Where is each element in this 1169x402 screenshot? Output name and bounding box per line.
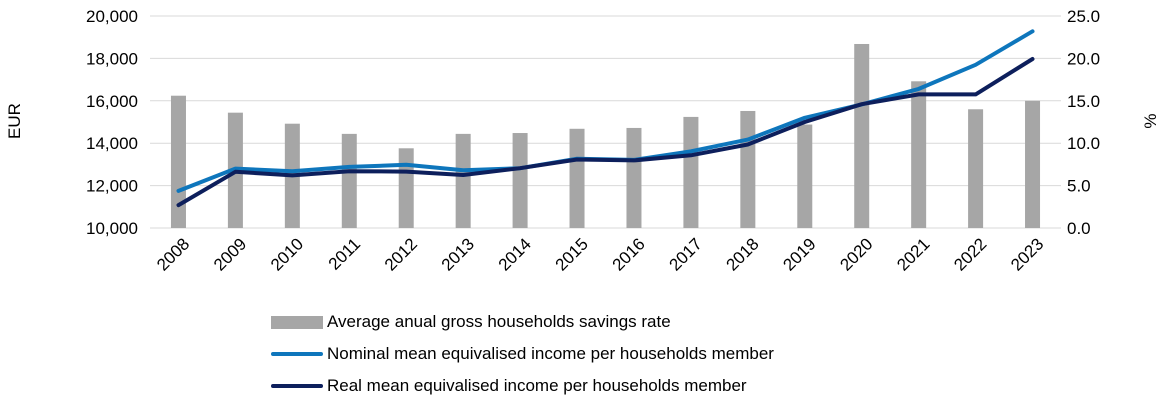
savings-rate-bar xyxy=(683,116,699,228)
savings-rate-bar xyxy=(797,124,813,228)
left-tick-label: 20,000 xyxy=(86,7,138,26)
left-tick-label: 12,000 xyxy=(86,177,138,196)
savings-rate-bar xyxy=(170,95,186,228)
right-axis-title: % xyxy=(1141,113,1160,128)
savings-rate-bar xyxy=(854,43,870,228)
x-axis-ticks: 2008 2009 2010 2011 2012 2013 2014 2015 2016 2017… xyxy=(153,234,1047,274)
savings-rate-bar xyxy=(569,128,585,228)
legend-label-nominal-income: Nominal mean equivalised income per hous… xyxy=(327,344,774,363)
savings-rate-bar xyxy=(1025,100,1041,228)
nominal-income-line xyxy=(176,29,1035,193)
right-tick-label: 0.0 xyxy=(1067,219,1091,238)
legend-item-nominal-income: Nominal mean equivalised income per hous… xyxy=(271,338,774,370)
right-tick-label: 5.0 xyxy=(1067,177,1091,196)
legend-line-swatch xyxy=(271,342,323,366)
right-tick-label: 25.0 xyxy=(1067,7,1100,26)
savings-rate-bar xyxy=(911,81,927,229)
x-tick-label: 2016 xyxy=(609,234,649,274)
x-tick-label: 2018 xyxy=(722,234,762,274)
legend-item-real-income: Real mean equivalised income per househo… xyxy=(271,370,774,402)
savings-rate-bar xyxy=(512,133,528,228)
legend-item-savings-rate: Average anual gross households savings r… xyxy=(271,306,774,338)
savings-rate-bar xyxy=(341,133,357,228)
right-axis-ticks: 0.0 5.0 10.0 15.0 20.0 25.0 xyxy=(1067,7,1100,238)
legend-line-swatch xyxy=(271,374,323,398)
legend-label-real-income: Real mean equivalised income per househo… xyxy=(327,376,747,395)
real-income-line xyxy=(176,57,1035,208)
right-tick-label: 15.0 xyxy=(1067,92,1100,111)
x-tick-label: 2020 xyxy=(836,234,876,274)
left-tick-label: 16,000 xyxy=(86,92,138,111)
x-tick-label: 2023 xyxy=(1007,234,1047,274)
left-tick-label: 14,000 xyxy=(86,134,138,153)
left-axis-title: EUR xyxy=(5,103,24,139)
left-tick-label: 18,000 xyxy=(86,49,138,68)
x-tick-label: 2011 xyxy=(325,234,364,273)
gridlines xyxy=(150,15,1061,229)
right-tick-label: 10.0 xyxy=(1067,134,1100,153)
savings-rate-bar xyxy=(455,133,471,228)
savings-rate-bar xyxy=(398,148,414,228)
right-tick-label: 20.0 xyxy=(1067,49,1100,68)
left-tick-label: 10,000 xyxy=(86,219,138,238)
combo-chart: 10,000 12,000 14,000 16,000 18,000 20,000 0.0… xyxy=(5,7,1160,275)
x-tick-label: 2021 xyxy=(893,234,933,274)
x-tick-label: 2008 xyxy=(153,234,193,274)
x-tick-label: 2009 xyxy=(210,234,250,274)
x-tick-label: 2022 xyxy=(950,234,990,274)
legend: Average anual gross households savings r… xyxy=(271,306,774,402)
x-tick-label: 2015 xyxy=(552,234,592,274)
savings-rate-bar xyxy=(740,110,756,228)
savings-rate-bar xyxy=(626,127,642,228)
legend-bar-swatch xyxy=(271,310,323,334)
legend-label-savings-rate: Average anual gross households savings r… xyxy=(327,312,671,331)
x-tick-label: 2013 xyxy=(438,234,478,274)
x-tick-label: 2010 xyxy=(267,234,307,274)
x-tick-label: 2017 xyxy=(666,234,706,274)
x-tick-label: 2014 xyxy=(495,234,535,274)
savings-rate-bar xyxy=(968,109,984,228)
income-lines xyxy=(176,29,1035,208)
x-tick-label: 2012 xyxy=(381,234,421,274)
x-tick-label: 2019 xyxy=(779,234,819,274)
left-axis-ticks: 10,000 12,000 14,000 16,000 18,000 20,000 xyxy=(86,7,138,238)
savings-rate-bars xyxy=(170,43,1041,229)
